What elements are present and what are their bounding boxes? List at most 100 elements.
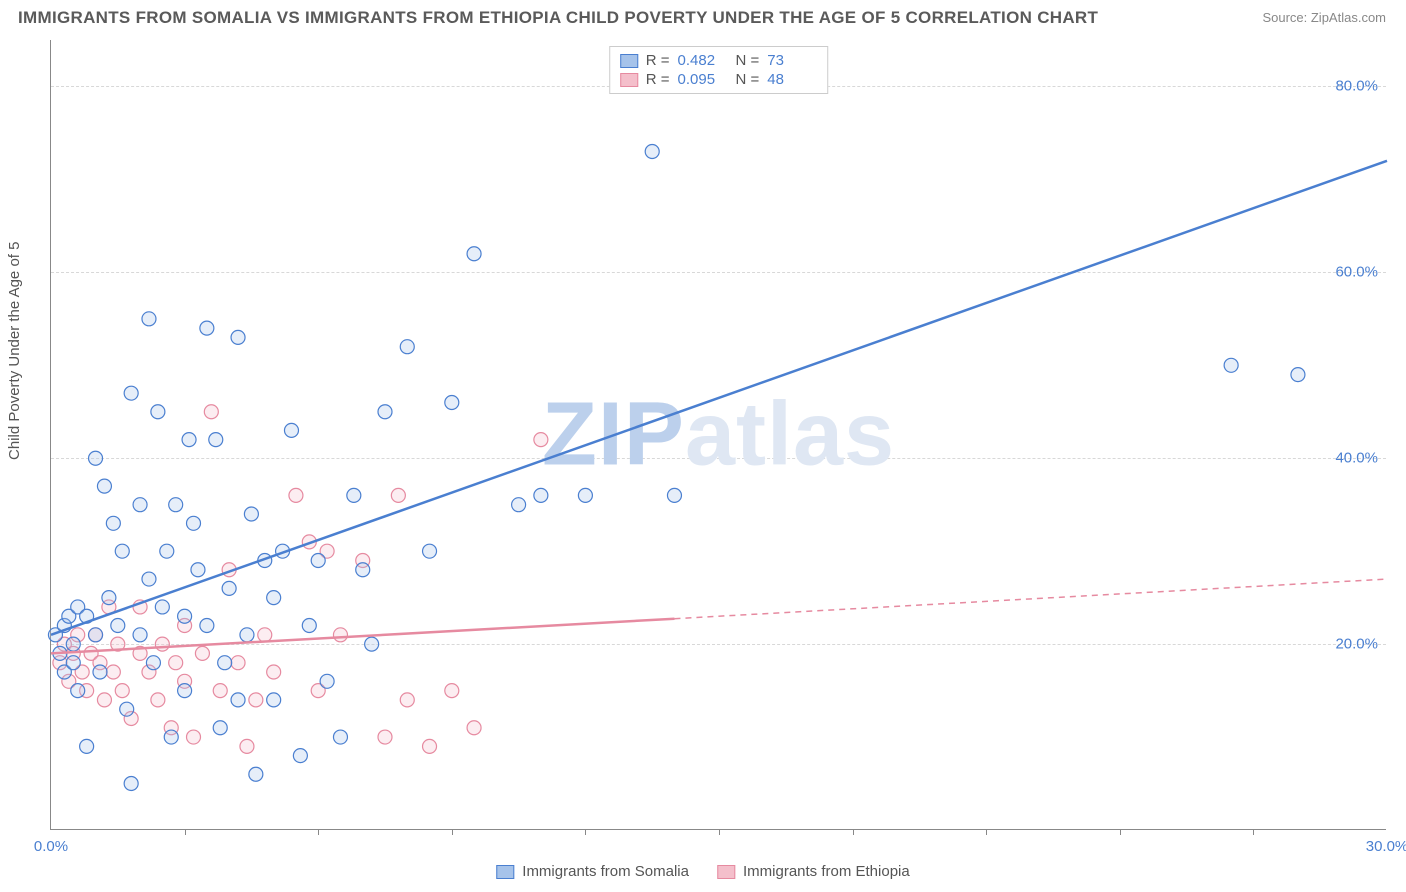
data-point [267, 693, 281, 707]
swatch-somalia-bottom [496, 865, 514, 879]
data-point [467, 721, 481, 735]
x-minor-tick [719, 829, 720, 835]
data-point [142, 572, 156, 586]
chart-title: IMMIGRANTS FROM SOMALIA VS IMMIGRANTS FR… [18, 8, 1098, 28]
data-point [667, 488, 681, 502]
data-point [333, 730, 347, 744]
data-point [80, 739, 94, 753]
data-point [231, 656, 245, 670]
legend-item-ethiopia: Immigrants from Ethiopia [717, 863, 910, 880]
data-point [289, 488, 303, 502]
data-point [151, 405, 165, 419]
data-point [115, 684, 129, 698]
data-point [195, 646, 209, 660]
data-point [218, 656, 232, 670]
x-minor-tick [318, 829, 319, 835]
data-point [244, 507, 258, 521]
data-point [106, 665, 120, 679]
n-value-ethiopia: 48 [767, 71, 817, 88]
data-point [146, 656, 160, 670]
trend-line [51, 161, 1387, 635]
data-point [378, 730, 392, 744]
data-point [160, 544, 174, 558]
data-point [120, 702, 134, 716]
data-point [231, 330, 245, 344]
plot-area: ZIPatlas R = 0.482 N = 73 R = 0.095 N = … [50, 40, 1386, 830]
data-point [133, 498, 147, 512]
data-point [209, 433, 223, 447]
x-minor-tick [452, 829, 453, 835]
swatch-ethiopia-bottom [717, 865, 735, 879]
data-point [267, 591, 281, 605]
n-label: N = [736, 52, 760, 69]
data-point [213, 721, 227, 735]
data-point [142, 312, 156, 326]
data-point [400, 693, 414, 707]
data-point [578, 488, 592, 502]
data-point [213, 684, 227, 698]
x-tick-label: 30.0% [1366, 838, 1406, 855]
data-point [164, 730, 178, 744]
data-point [124, 386, 138, 400]
data-point [1291, 368, 1305, 382]
data-point [240, 628, 254, 642]
x-minor-tick [585, 829, 586, 835]
r-value-somalia: 0.482 [678, 52, 728, 69]
data-point [66, 656, 80, 670]
r-value-ethiopia: 0.095 [678, 71, 728, 88]
data-point [391, 488, 405, 502]
data-point [204, 405, 218, 419]
data-point [240, 739, 254, 753]
swatch-somalia [620, 54, 638, 68]
y-axis-label: Child Poverty Under the Age of 5 [6, 242, 23, 460]
data-point [106, 516, 120, 530]
data-point [66, 637, 80, 651]
data-point [400, 340, 414, 354]
data-point [249, 767, 263, 781]
x-minor-tick [185, 829, 186, 835]
n-value-somalia: 73 [767, 52, 817, 69]
data-point [187, 730, 201, 744]
data-point [155, 600, 169, 614]
data-point [284, 423, 298, 437]
data-point [97, 479, 111, 493]
data-point [347, 488, 361, 502]
data-point [222, 581, 236, 595]
data-point [169, 498, 183, 512]
data-point [71, 684, 85, 698]
data-point [169, 656, 183, 670]
x-minor-tick [986, 829, 987, 835]
data-point [311, 553, 325, 567]
data-point [231, 693, 245, 707]
data-point [178, 609, 192, 623]
legend-row-ethiopia: R = 0.095 N = 48 [620, 70, 818, 89]
legend-row-somalia: R = 0.482 N = 73 [620, 51, 818, 70]
data-point [365, 637, 379, 651]
swatch-ethiopia [620, 73, 638, 87]
data-point [302, 619, 316, 633]
data-point [124, 777, 138, 791]
data-point [111, 619, 125, 633]
data-point [445, 684, 459, 698]
legend-label-somalia: Immigrants from Somalia [522, 863, 689, 880]
data-point [115, 544, 129, 558]
legend-correlation: R = 0.482 N = 73 R = 0.095 N = 48 [609, 46, 829, 94]
data-point [534, 433, 548, 447]
data-point [89, 628, 103, 642]
data-point [191, 563, 205, 577]
data-point [445, 395, 459, 409]
data-point [133, 628, 147, 642]
r-label: R = [646, 52, 670, 69]
r-label: R = [646, 71, 670, 88]
source-attribution: Source: ZipAtlas.com [1262, 10, 1386, 25]
data-point [423, 544, 437, 558]
data-point [423, 739, 437, 753]
data-point [1224, 358, 1238, 372]
data-point [258, 628, 272, 642]
data-point [200, 321, 214, 335]
legend-label-ethiopia: Immigrants from Ethiopia [743, 863, 910, 880]
data-point [267, 665, 281, 679]
data-point [89, 451, 103, 465]
x-tick-label: 0.0% [34, 838, 68, 855]
data-point [200, 619, 214, 633]
